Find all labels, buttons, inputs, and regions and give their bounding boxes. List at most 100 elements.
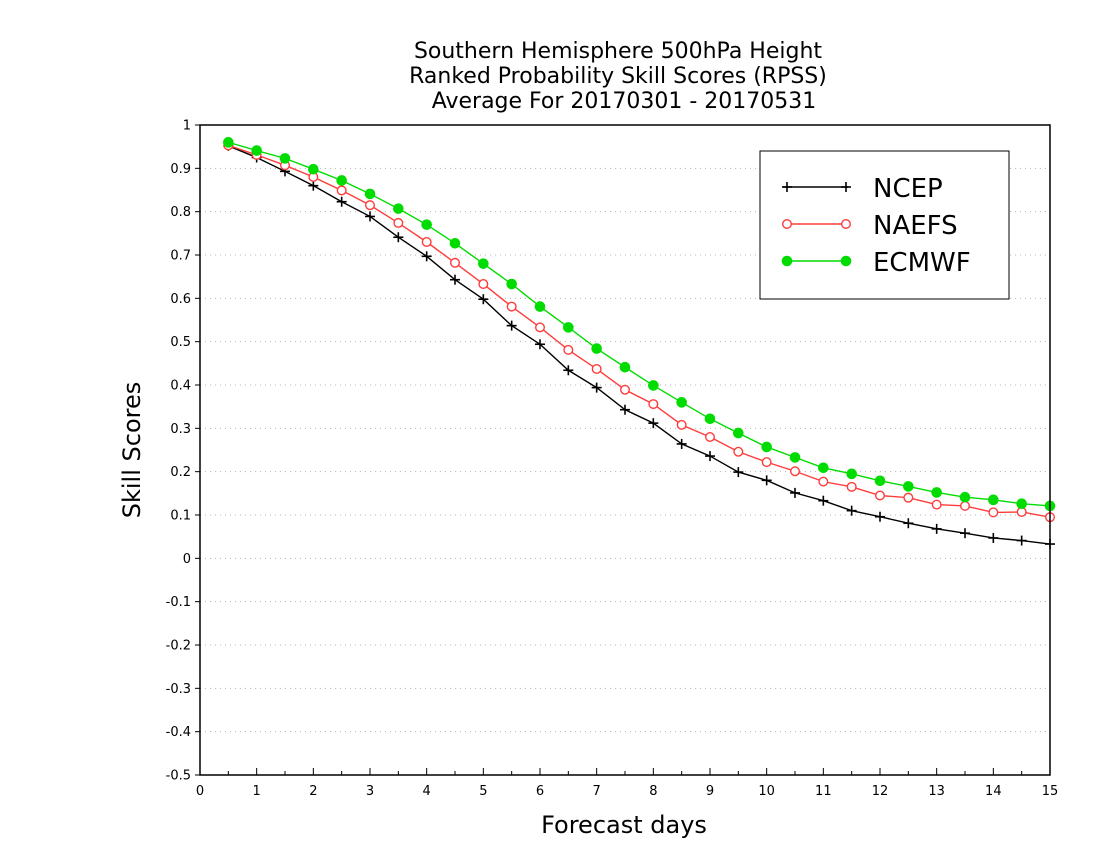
chart-title: Southern Hemisphere 500hPa Height Ranked… [409,39,827,114]
naefs-point [875,490,886,501]
naefs-point [535,322,546,333]
legend-marker [781,255,793,267]
y-tick-label: -0.2 [166,639,191,654]
legend-marker [782,218,793,229]
y-tick-label: -0.3 [166,682,191,697]
legend-entry-naefs: NAEFS [782,211,958,241]
y-tick-label: 0.1 [170,509,191,524]
ncep-point [761,475,772,486]
ecmwf-point [336,175,347,186]
x-tick-label: 10 [758,784,775,799]
ecmwf-point [478,258,489,269]
ncep-point [733,467,744,478]
ncep-point [421,251,432,262]
y-tick-label: -0.1 [166,595,191,610]
ncep-point [818,495,829,506]
y-tick-label: 0.3 [170,422,191,437]
ecmwf-point [364,188,376,200]
ncep-point [676,438,687,449]
naefs-point [478,279,489,290]
ncep-point [535,339,545,350]
naefs-point [421,236,432,247]
x-tick-label: 0 [196,784,204,799]
naefs-point [620,384,631,395]
ncep-line [228,145,1051,545]
naefs-point [846,481,857,492]
y-tick-label: 0 [183,552,191,567]
legend-marker [841,218,852,229]
legend-box [759,150,1010,300]
ecmwf-point [959,491,971,503]
naefs-point [790,466,801,477]
ecmwf-point [818,462,829,474]
legend: NCEP NAEFS ECMWF [759,150,1010,300]
ncep-point [790,487,800,498]
naefs-point [676,419,687,430]
title-line-1: Southern Hemisphere 500hPa Height [414,39,822,64]
ncep-point [478,294,489,305]
y-tick-label: 0.7 [170,249,191,264]
ecmwf-point [676,397,687,408]
naefs-point [818,476,829,487]
ncep-point [308,180,319,191]
x-tick-label: 3 [366,784,374,799]
series-group [223,137,1056,550]
legend-marker [840,255,852,267]
x-tick-label: 2 [309,784,317,799]
ncep-point [960,528,970,539]
ecmwf-point [988,494,999,506]
ecmwf-point [393,203,404,214]
legend-label: NCEP [873,174,943,204]
x-tick-label: 1 [253,784,261,799]
y-tick-label: -0.5 [166,769,191,784]
ncep-point [506,320,517,331]
x-tick-label: 13 [928,784,945,799]
ecmwf-point [903,481,914,492]
ecmwf-point [421,219,432,230]
x-tick-label: 4 [423,784,431,799]
x-axis-label: Forecast days [541,811,707,839]
x-tick-label: 15 [1042,784,1059,799]
legend-label: ECMWF [873,248,971,278]
y-tick-label: 0.8 [170,205,191,220]
title-line-2: Ranked Probability Skill Scores (RPSS) [409,64,827,89]
ncep-point [988,532,999,543]
ecmwf-point [619,361,631,373]
legend-label: NAEFS [873,211,958,241]
ecmwf-point [506,278,517,290]
ecmwf-point [1016,498,1027,510]
y-tick-label: 0.9 [170,162,191,177]
title-line-3: Average For 20170301 - 20170531 [432,89,817,114]
ncep-point [336,196,347,207]
ecmwf-point [648,380,659,391]
naefs-point [988,507,999,518]
y-tick-label: 0.2 [170,465,191,480]
y-axis-label: Skill Scores [118,382,146,519]
naefs-point [591,363,602,374]
ecmwf-point [534,301,546,312]
ecmwf-point [846,468,857,480]
naefs-point [903,492,914,503]
legend-entry-ncep: NCEP [782,174,943,204]
ncep-point [705,451,715,462]
naefs-point [365,200,376,211]
x-axis-ticks: 0 1 2 3 4 5 6 7 8 9 10 11 12 13 14 15 [196,768,1058,799]
ecmwf-point [761,441,772,453]
x-tick-label: 5 [479,784,487,799]
ncep-point [365,211,375,222]
ecmwf-point [931,487,942,498]
naefs-point [960,500,971,511]
legend-marker [841,182,851,192]
naefs-point [393,217,404,228]
ncep-point [903,518,914,529]
ecmwf-point [563,322,574,333]
ncep-point [931,523,942,534]
ecmwf-point [704,413,716,425]
y-tick-label: 0.6 [170,292,191,307]
legend-marker [782,182,792,192]
naefs-point [648,399,659,410]
y-tick-label: 0.4 [170,379,191,394]
ncep-point [648,418,659,429]
ncep-point [591,382,602,393]
